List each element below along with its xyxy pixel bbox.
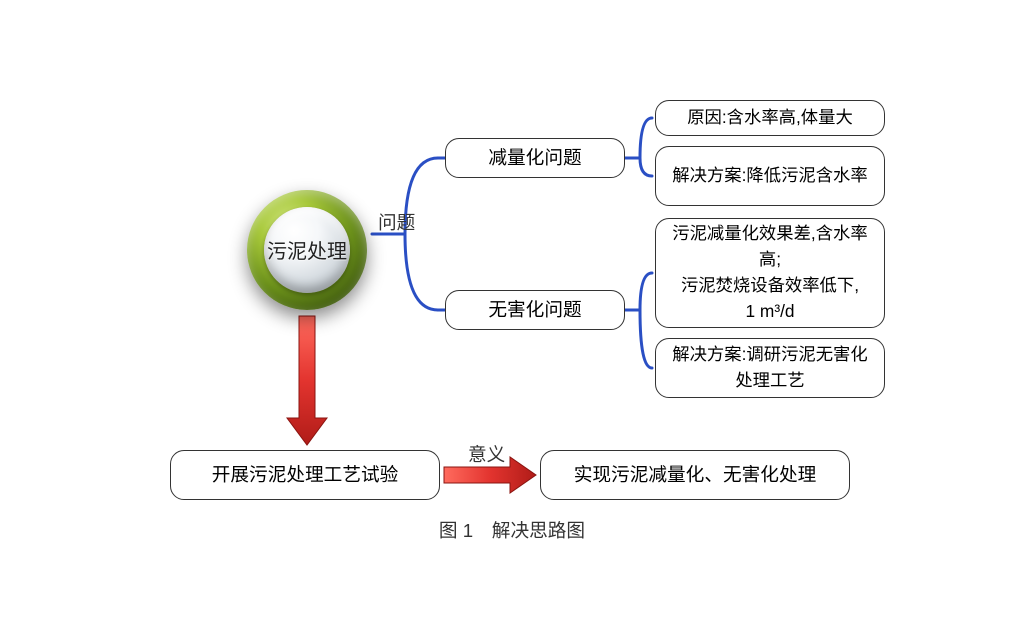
node-sol1-text: 解决方案:降低污泥含水率 [672, 163, 867, 189]
node-sphere: 污泥处理 [247, 190, 367, 310]
arrow-down [287, 316, 327, 445]
node-trial: 开展污泥处理工艺试验 [170, 450, 440, 500]
node-cause1-text: 原因:含水率高,体量大 [687, 105, 853, 131]
node-harmless-text: 无害化问题 [488, 296, 581, 324]
figure-caption: 图 1 解决思路图 [0, 516, 1024, 543]
node-sol1: 解决方案:降低污泥含水率 [655, 146, 885, 206]
sphere-ring: 污泥处理 [247, 190, 367, 310]
node-detail2-text: 污泥减量化效果差,含水率高; 污泥焚烧设备效率低下, 1 m³/d [664, 221, 876, 325]
node-reduce: 减量化问题 [445, 138, 625, 178]
sphere-inner: 污泥处理 [264, 207, 350, 293]
sphere-label: 污泥处理 [267, 235, 347, 264]
label-meaning: 意义 [468, 440, 505, 467]
label-problem-text: 问题 [378, 212, 415, 233]
node-sol2: 解决方案:调研污泥无害化处理工艺 [655, 338, 885, 398]
bracket-harmless [625, 273, 652, 368]
node-detail2: 污泥减量化效果差,含水率高; 污泥焚烧设备效率低下, 1 m³/d [655, 218, 885, 328]
node-sol2-text: 解决方案:调研污泥无害化处理工艺 [664, 342, 876, 394]
node-result-text: 实现污泥减量化、无害化处理 [574, 461, 817, 489]
node-reduce-text: 减量化问题 [488, 144, 581, 172]
node-cause1: 原因:含水率高,体量大 [655, 100, 885, 136]
label-meaning-text: 意义 [468, 444, 505, 465]
node-trial-text: 开展污泥处理工艺试验 [212, 461, 399, 489]
node-harmless: 无害化问题 [445, 290, 625, 330]
node-result: 实现污泥减量化、无害化处理 [540, 450, 850, 500]
figure-caption-text: 图 1 解决思路图 [439, 520, 585, 541]
bracket-reduce [625, 118, 652, 176]
label-problem: 问题 [378, 208, 415, 235]
